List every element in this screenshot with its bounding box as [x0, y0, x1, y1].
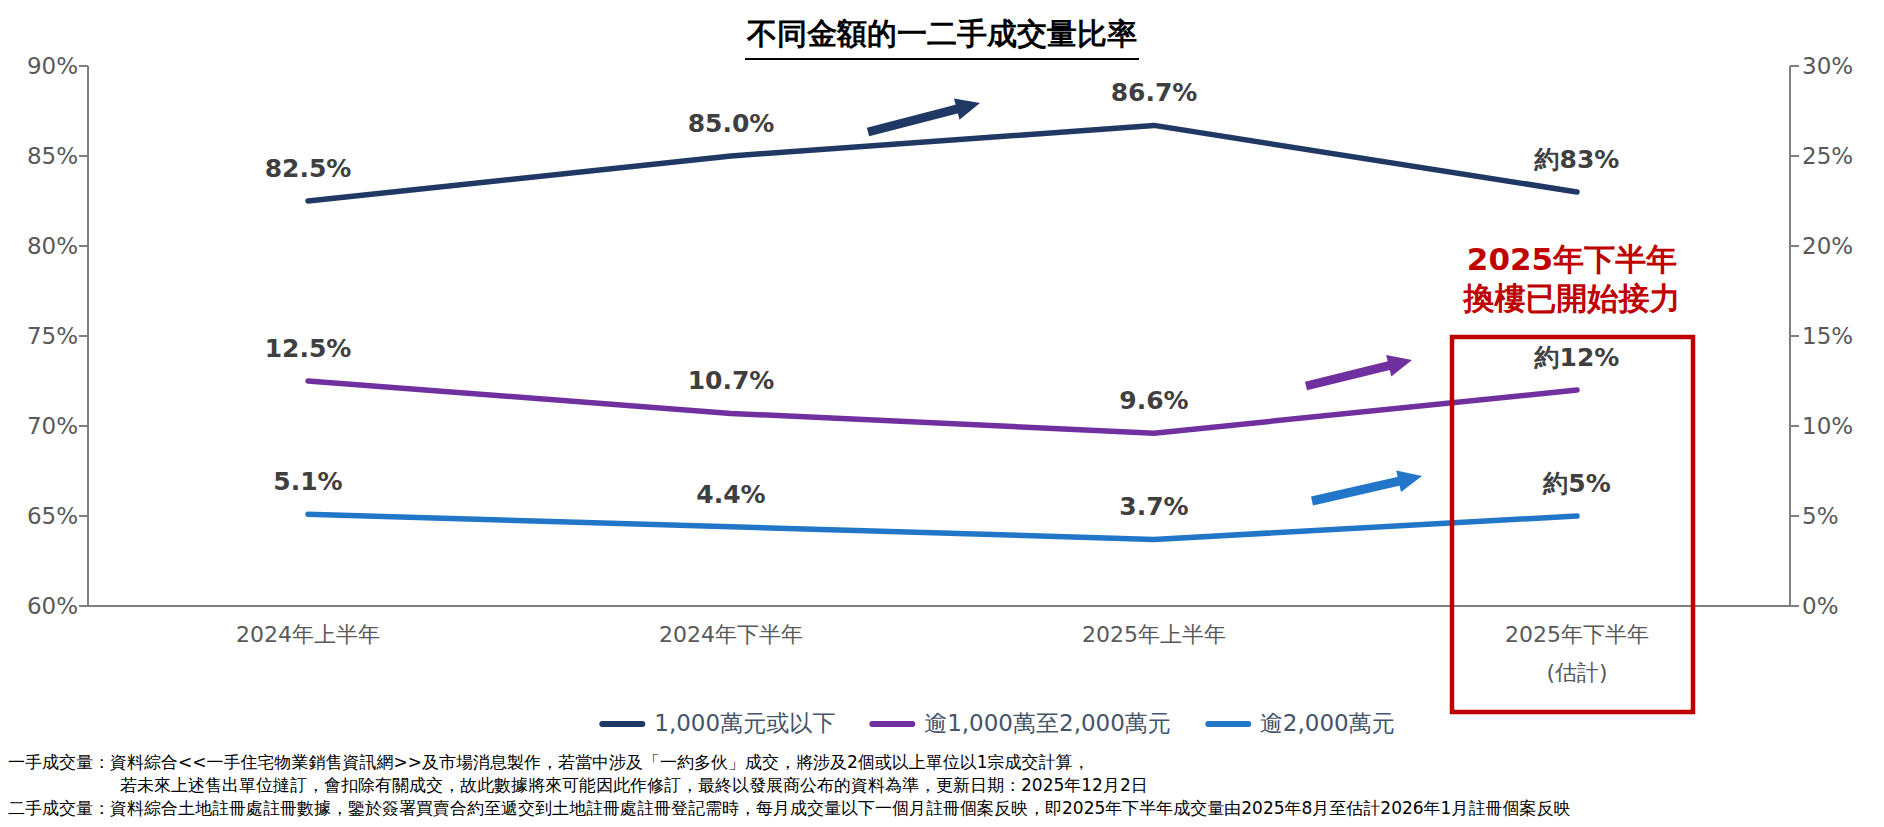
y-axis-left-tick-label: 75% — [8, 323, 78, 349]
legend-line-swatch — [599, 721, 645, 727]
data-point-label: 約5% — [1543, 467, 1610, 500]
series-line-0 — [308, 125, 1577, 201]
y-axis-right-tick-label: 20% — [1802, 233, 1853, 259]
x-axis-category-label: 2024年下半年 — [659, 622, 803, 648]
y-axis-left-tick-label: 90% — [8, 53, 78, 79]
y-axis-left-tick-label: 65% — [8, 503, 78, 529]
annotation-line-2: 換樓已開始接力 — [1464, 279, 1681, 318]
x-axis-category-label: 2024年上半年 — [236, 622, 380, 648]
footnote-line-1: 一手成交量：資料綜合<<一手住宅物業銷售資訊網>>及市場消息製作，若當中涉及「一… — [8, 751, 1570, 774]
y-axis-right-tick-label: 0% — [1802, 593, 1839, 619]
annotation-callout: 2025年下半年 換樓已開始接力 — [1464, 240, 1681, 318]
data-point-label: 約12% — [1535, 341, 1620, 374]
legend-label: 逾2,000萬元 — [1260, 708, 1395, 739]
navy-trend-arrow — [868, 98, 980, 132]
footnotes: 一手成交量：資料綜合<<一手住宅物業銷售資訊網>>及市場消息製作，若當中涉及「一… — [8, 751, 1570, 820]
legend-line-swatch — [869, 721, 915, 727]
footnote-line-3: 二手成交量：資料綜合土地註冊處註冊數據，鑒於簽署買賣合約至遞交到土地註冊處註冊登… — [8, 797, 1570, 820]
legend-label: 1,000萬元或以下 — [654, 708, 835, 739]
legend-item: 逾2,000萬元 — [1205, 708, 1395, 739]
legend-line-swatch — [1205, 721, 1251, 727]
blue-trend-arrow — [1312, 471, 1422, 501]
annotation-line-1: 2025年下半年 — [1464, 240, 1681, 279]
series-line-2 — [308, 514, 1577, 539]
purple-trend-arrow — [1306, 355, 1412, 386]
y-axis-right-tick-label: 30% — [1802, 53, 1853, 79]
y-axis-left-tick-label: 85% — [8, 143, 78, 169]
x-axis-category-label: 2025年上半年 — [1082, 622, 1226, 648]
data-point-label: 10.7% — [688, 366, 775, 395]
data-point-label: 約83% — [1535, 143, 1620, 176]
data-point-label: 9.6% — [1119, 386, 1188, 415]
y-axis-left-tick-label: 70% — [8, 413, 78, 439]
data-point-label: 12.5% — [265, 334, 352, 363]
y-axis-left-tick-label: 60% — [8, 593, 78, 619]
data-point-label: 4.4% — [696, 479, 765, 508]
y-axis-left-tick-label: 80% — [8, 233, 78, 259]
legend-item: 1,000萬元或以下 — [599, 708, 835, 739]
data-point-label: 82.5% — [265, 154, 352, 183]
y-axis-right-tick-label: 15% — [1802, 323, 1853, 349]
chart-canvas: 不同金額的一二手成交量比率 90%85%80%75%70%65%60%30%25… — [0, 0, 1884, 827]
legend-item: 逾1,000萬至2,000萬元 — [869, 708, 1171, 739]
y-axis-right-tick-label: 25% — [1802, 143, 1853, 169]
data-point-label: 3.7% — [1119, 492, 1188, 521]
x-axis-category-label: (估計) — [1546, 660, 1607, 686]
y-axis-right-tick-label: 5% — [1802, 503, 1839, 529]
y-axis-right-tick-label: 10% — [1802, 413, 1853, 439]
legend-label: 逾1,000萬至2,000萬元 — [924, 708, 1171, 739]
data-point-label: 85.0% — [688, 109, 775, 138]
chart-legend: 1,000萬元或以下 逾1,000萬至2,000萬元 逾2,000萬元 — [599, 708, 1394, 739]
footnote-line-2: 若未來上述售出單位撻訂，會扣除有關成交，故此數據將來可能因此作修訂，最終以發展商… — [8, 774, 1570, 797]
data-point-label: 5.1% — [273, 467, 342, 496]
series-line-1 — [308, 381, 1577, 433]
chart-plot-svg — [0, 0, 1884, 827]
data-point-label: 86.7% — [1111, 78, 1198, 107]
x-axis-category-label: 2025年下半年 — [1505, 622, 1649, 648]
annotation-highlight-box — [1452, 337, 1693, 712]
